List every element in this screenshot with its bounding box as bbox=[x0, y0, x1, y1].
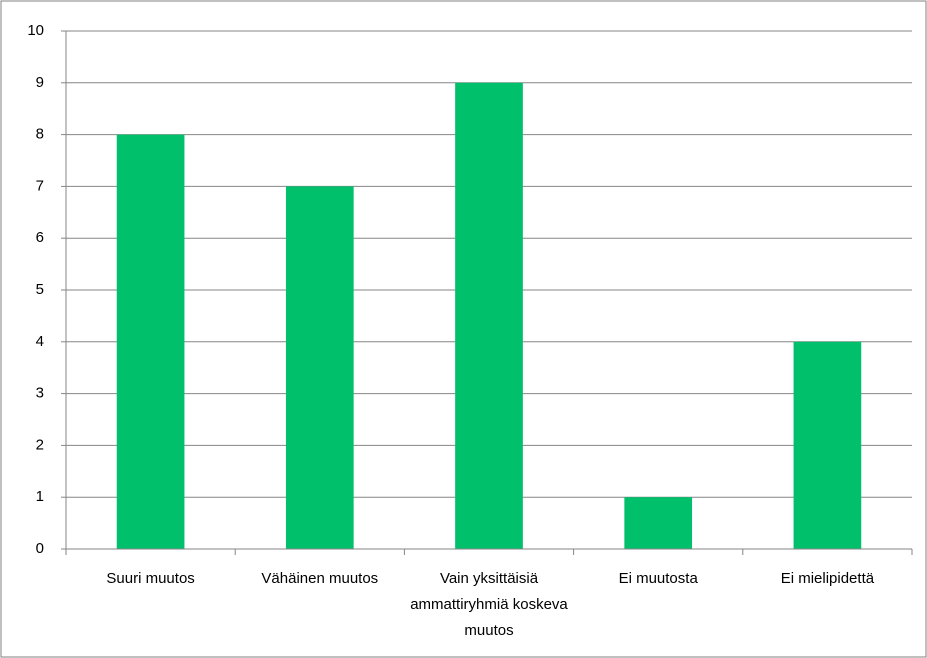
x-tick-label: Vähäinen muutos bbox=[261, 570, 378, 587]
y-tick-label: 2 bbox=[36, 436, 44, 453]
y-tick-label: 0 bbox=[36, 540, 44, 557]
bar bbox=[793, 341, 862, 549]
x-tick-label: Ei mielipidettä bbox=[781, 570, 875, 587]
y-tick-label: 4 bbox=[36, 333, 44, 350]
y-tick-label: 10 bbox=[27, 22, 44, 39]
bar bbox=[455, 82, 523, 550]
y-tick-label: 5 bbox=[36, 281, 44, 298]
y-tick-label: 3 bbox=[36, 385, 44, 402]
bar bbox=[116, 134, 185, 549]
x-tick-label: Suuri muutos bbox=[106, 570, 194, 587]
y-tick-label: 9 bbox=[36, 74, 44, 91]
y-tick-label: 7 bbox=[36, 177, 44, 194]
bar bbox=[285, 186, 354, 549]
x-tick-label: Vain yksittäisiä ammattiryhmiä koskeva muu… bbox=[410, 570, 568, 639]
bar bbox=[624, 497, 693, 549]
y-tick-label: 6 bbox=[36, 229, 44, 246]
y-tick-label: 1 bbox=[36, 488, 44, 505]
y-tick-label: 8 bbox=[36, 126, 44, 143]
x-tick-label: Ei muutosta bbox=[619, 570, 699, 587]
